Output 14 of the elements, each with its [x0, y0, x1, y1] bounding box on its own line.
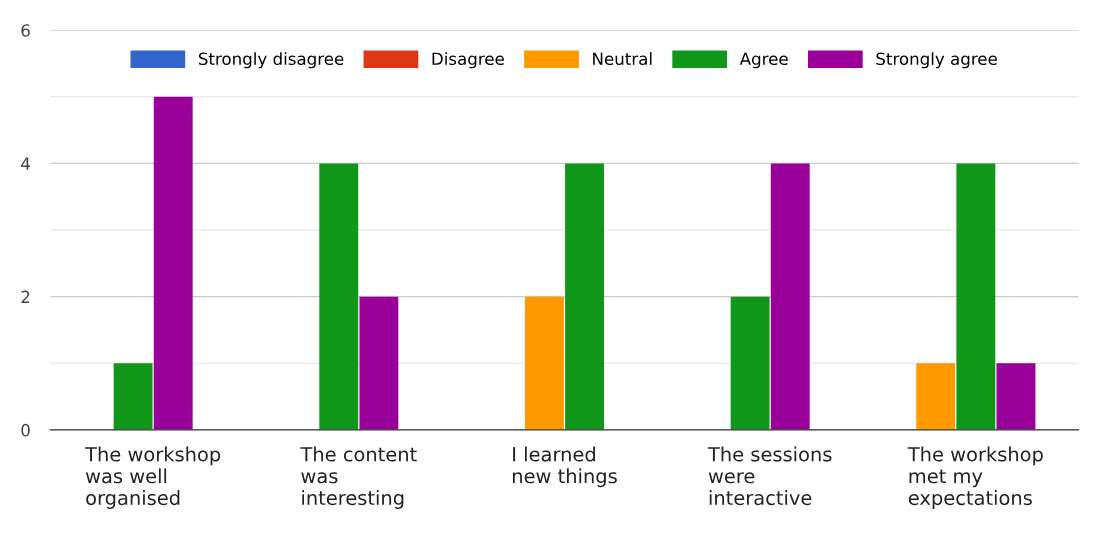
- legend-label: Disagree: [432, 52, 504, 69]
- x-tick-label: I learned new things: [513, 446, 617, 488]
- y-tick-label: 4: [21, 157, 30, 170]
- x-tick-label: The workshop met my expectations: [907, 446, 1043, 509]
- legend-label: Neutral: [593, 52, 652, 66]
- x-tick-label: The content was interesting: [300, 446, 417, 509]
- x-tick-label: The sessions were interactive: [707, 446, 832, 506]
- legend-label: Strongly agree: [876, 52, 997, 69]
- y-tick-label: 0: [21, 423, 30, 437]
- x-tick-label: The workshop was well organised: [85, 446, 221, 509]
- legend-label: Agree: [739, 52, 788, 69]
- y-tick-label: 2: [21, 290, 30, 303]
- legend-label: Strongly disagree: [198, 52, 344, 69]
- y-tick-label: 6: [21, 24, 30, 37]
